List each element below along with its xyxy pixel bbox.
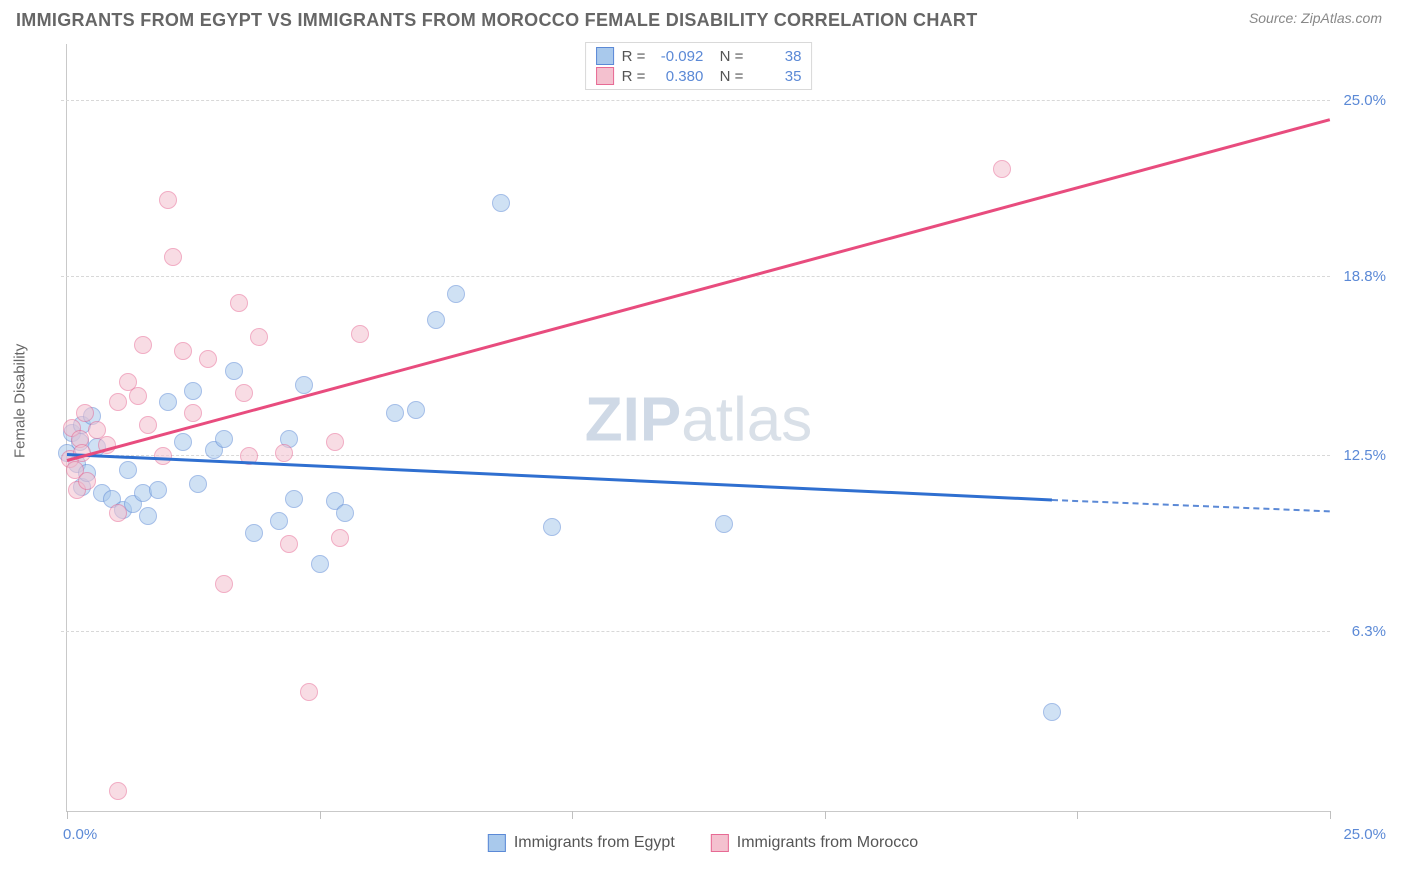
data-point-morocco	[326, 433, 344, 451]
data-point-morocco	[109, 393, 127, 411]
x-tick	[67, 811, 68, 819]
data-point-egypt	[386, 404, 404, 422]
chart-title: IMMIGRANTS FROM EGYPT VS IMMIGRANTS FROM…	[16, 10, 978, 31]
x-axis-end-label: 25.0%	[1343, 826, 1386, 843]
data-point-egypt	[119, 461, 137, 479]
data-point-morocco	[154, 447, 172, 465]
data-point-egypt	[215, 430, 233, 448]
data-point-morocco	[78, 472, 96, 490]
swatch-egypt-icon	[596, 47, 614, 65]
data-point-egypt	[715, 515, 733, 533]
watermark-bold: ZIP	[585, 385, 681, 454]
legend-bottom: Immigrants from Egypt Immigrants from Mo…	[488, 834, 918, 852]
data-point-morocco	[109, 782, 127, 800]
data-point-egypt	[407, 401, 425, 419]
legend-label-morocco: Immigrants from Morocco	[737, 834, 918, 852]
plot-area: ZIPatlas R = -0.092 N = 38 R = 0.380 N =…	[66, 44, 1330, 812]
trend-line	[67, 453, 1052, 501]
data-point-morocco	[174, 342, 192, 360]
trend-line	[67, 118, 1331, 462]
data-point-egypt	[139, 507, 157, 525]
legend-label-egypt: Immigrants from Egypt	[514, 834, 675, 852]
legend-stats-box: R = -0.092 N = 38 R = 0.380 N = 35	[585, 42, 813, 90]
trend-line	[1052, 499, 1330, 512]
data-point-egypt	[174, 433, 192, 451]
data-point-morocco	[215, 575, 233, 593]
data-point-egypt	[184, 382, 202, 400]
y-tick-label: 25.0%	[1343, 92, 1386, 109]
data-point-morocco	[134, 336, 152, 354]
watermark: ZIPatlas	[585, 384, 812, 455]
x-axis-origin-label: 0.0%	[63, 826, 97, 843]
data-point-egypt	[336, 504, 354, 522]
y-axis-label: Female Disability	[12, 344, 29, 458]
stat-r-egypt: -0.092	[653, 48, 703, 65]
data-point-egypt	[447, 285, 465, 303]
x-tick	[572, 811, 573, 819]
swatch-morocco-icon	[596, 67, 614, 85]
data-point-morocco	[159, 191, 177, 209]
data-point-egypt	[285, 490, 303, 508]
x-tick	[1330, 811, 1331, 819]
data-point-morocco	[331, 529, 349, 547]
data-point-egypt	[270, 512, 288, 530]
legend-item-egypt: Immigrants from Egypt	[488, 834, 675, 852]
data-point-morocco	[300, 683, 318, 701]
data-point-egypt	[149, 481, 167, 499]
stat-n-label: N =	[711, 68, 743, 85]
x-tick	[320, 811, 321, 819]
data-point-morocco	[139, 416, 157, 434]
data-point-morocco	[275, 444, 293, 462]
x-tick	[825, 811, 826, 819]
legend-stats-row-morocco: R = 0.380 N = 35	[596, 66, 802, 86]
y-tick-label: 18.8%	[1343, 268, 1386, 285]
data-point-morocco	[280, 535, 298, 553]
data-point-egypt	[311, 555, 329, 573]
watermark-rest: atlas	[681, 385, 812, 454]
x-tick	[1077, 811, 1078, 819]
legend-item-morocco: Immigrants from Morocco	[711, 834, 918, 852]
swatch-egypt-icon	[488, 834, 506, 852]
y-tick-label: 12.5%	[1343, 447, 1386, 464]
stat-r-label: R =	[622, 48, 646, 65]
swatch-morocco-icon	[711, 834, 729, 852]
data-point-egypt	[159, 393, 177, 411]
source-credit: Source: ZipAtlas.com	[1249, 10, 1382, 26]
title-bar: IMMIGRANTS FROM EGYPT VS IMMIGRANTS FROM…	[0, 0, 1406, 31]
data-point-morocco	[129, 387, 147, 405]
stat-r-morocco: 0.380	[653, 68, 703, 85]
chart-container: Female Disability ZIPatlas R = -0.092 N …	[16, 44, 1390, 872]
data-point-morocco	[235, 384, 253, 402]
data-point-morocco	[351, 325, 369, 343]
data-point-egypt	[295, 376, 313, 394]
stat-n-egypt: 38	[751, 48, 801, 65]
data-point-egypt	[189, 475, 207, 493]
data-point-egypt	[225, 362, 243, 380]
legend-stats-row-egypt: R = -0.092 N = 38	[596, 46, 802, 66]
data-point-morocco	[164, 248, 182, 266]
data-point-morocco	[199, 350, 217, 368]
stat-n-label: N =	[711, 48, 743, 65]
y-tick-label: 6.3%	[1352, 623, 1386, 640]
gridline	[61, 276, 1330, 277]
stat-n-morocco: 35	[751, 68, 801, 85]
data-point-morocco	[230, 294, 248, 312]
data-point-egypt	[1043, 703, 1061, 721]
data-point-egypt	[427, 311, 445, 329]
gridline	[61, 631, 1330, 632]
data-point-morocco	[76, 404, 94, 422]
data-point-morocco	[993, 160, 1011, 178]
data-point-egypt	[543, 518, 561, 536]
data-point-morocco	[250, 328, 268, 346]
gridline	[61, 100, 1330, 101]
data-point-egypt	[245, 524, 263, 542]
stat-r-label: R =	[622, 68, 646, 85]
data-point-morocco	[109, 504, 127, 522]
data-point-egypt	[492, 194, 510, 212]
data-point-morocco	[184, 404, 202, 422]
